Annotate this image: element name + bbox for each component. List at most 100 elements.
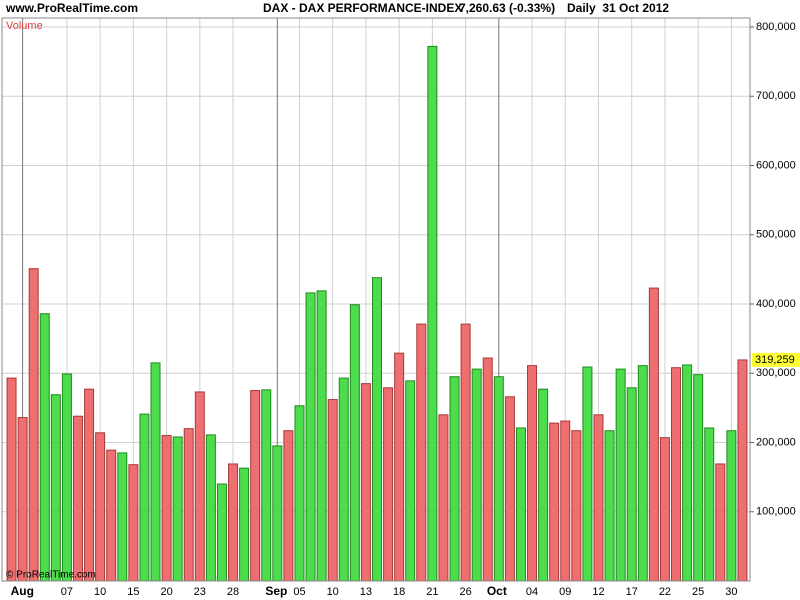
bar — [715, 463, 726, 582]
bar — [283, 430, 294, 582]
bar — [360, 383, 371, 582]
y-tick-label: 200,000 — [756, 436, 796, 448]
y-tick-label: 700,000 — [756, 90, 796, 102]
bar — [471, 368, 482, 582]
bar — [427, 45, 438, 582]
bar — [693, 374, 704, 582]
watermark: © ProRealTime.com — [6, 570, 96, 581]
bar — [637, 365, 648, 582]
bar — [416, 323, 427, 582]
bar — [538, 388, 549, 582]
bar — [117, 452, 128, 582]
bar — [449, 376, 460, 582]
x-tick-label: 04 — [526, 586, 538, 598]
bar — [61, 373, 72, 582]
bar — [383, 387, 394, 582]
bar — [648, 287, 659, 582]
bar — [28, 268, 39, 582]
x-tick-label: 10 — [327, 586, 339, 598]
y-tick-label: 800,000 — [756, 21, 796, 33]
bar — [139, 413, 150, 582]
bar — [183, 428, 194, 582]
quote: 7,260.63 (-0.33%) — [459, 1, 555, 15]
bar — [72, 415, 83, 582]
x-tick-label: 18 — [393, 586, 405, 598]
x-tick-label: Aug — [11, 584, 34, 598]
bar — [39, 313, 50, 582]
bar — [239, 467, 250, 582]
bar — [560, 420, 571, 582]
bar — [272, 445, 283, 582]
bar — [493, 376, 504, 582]
bar — [626, 387, 637, 582]
x-tick-label: 15 — [127, 586, 139, 598]
x-tick-label: 12 — [592, 586, 604, 598]
bar — [17, 417, 28, 582]
period: Daily 31 Oct 2012 — [567, 1, 669, 15]
y-tick-label: 600,000 — [756, 159, 796, 171]
bar — [704, 427, 715, 582]
plot-frame — [1, 17, 751, 582]
bar — [305, 292, 316, 582]
bar — [172, 436, 183, 582]
bar — [582, 366, 593, 582]
bar — [593, 414, 604, 582]
bar — [50, 394, 61, 582]
bar — [250, 390, 261, 582]
x-tick-label: 17 — [626, 586, 638, 598]
x-tick-label: 05 — [293, 586, 305, 598]
x-tick-label: 22 — [659, 586, 671, 598]
bar — [372, 277, 382, 582]
y-tick-label: 400,000 — [756, 298, 796, 310]
bar — [504, 396, 515, 582]
x-tick-label: 20 — [160, 586, 172, 598]
bar — [216, 483, 227, 582]
x-tick-label: 09 — [559, 586, 571, 598]
bar — [205, 434, 216, 582]
x-tick-label: 26 — [459, 586, 471, 598]
bar — [460, 323, 471, 582]
bar — [261, 389, 272, 582]
bar — [294, 405, 305, 582]
y-tick-label: 100,000 — [756, 506, 796, 518]
series-title: Volume — [6, 20, 43, 32]
x-tick-label: 13 — [360, 586, 372, 598]
value-label-box — [752, 352, 800, 367]
bar — [682, 364, 693, 582]
bar — [527, 365, 538, 582]
bar — [394, 352, 405, 582]
x-tick-label: 28 — [227, 586, 239, 598]
bar — [349, 304, 360, 582]
bar — [549, 422, 560, 582]
bar — [482, 357, 493, 582]
bar — [106, 449, 117, 582]
bar — [737, 359, 748, 582]
bar — [150, 362, 161, 582]
y-tick-label: 300,000 — [756, 367, 796, 379]
x-tick-label: 30 — [725, 586, 737, 598]
x-tick-label: Oct — [487, 584, 507, 598]
bar — [571, 430, 582, 582]
bar — [6, 377, 17, 582]
bar — [228, 463, 239, 582]
bar — [95, 432, 106, 582]
bar — [338, 377, 349, 582]
bar — [615, 368, 626, 582]
x-tick-label: 25 — [692, 586, 704, 598]
x-tick-label: Sep — [265, 584, 287, 598]
bar — [604, 430, 615, 582]
x-tick-label: 23 — [194, 586, 206, 598]
x-tick-label: 10 — [94, 586, 106, 598]
bar — [194, 391, 205, 582]
bar — [726, 430, 737, 582]
bar — [515, 427, 526, 582]
bar — [671, 367, 682, 582]
x-tick-label: 07 — [61, 586, 73, 598]
bar — [316, 290, 327, 582]
value-label: 319,259 — [755, 354, 795, 366]
y-tick-label: 500,000 — [756, 229, 796, 241]
bar — [128, 464, 139, 582]
bar — [161, 435, 172, 582]
bar — [327, 399, 338, 582]
